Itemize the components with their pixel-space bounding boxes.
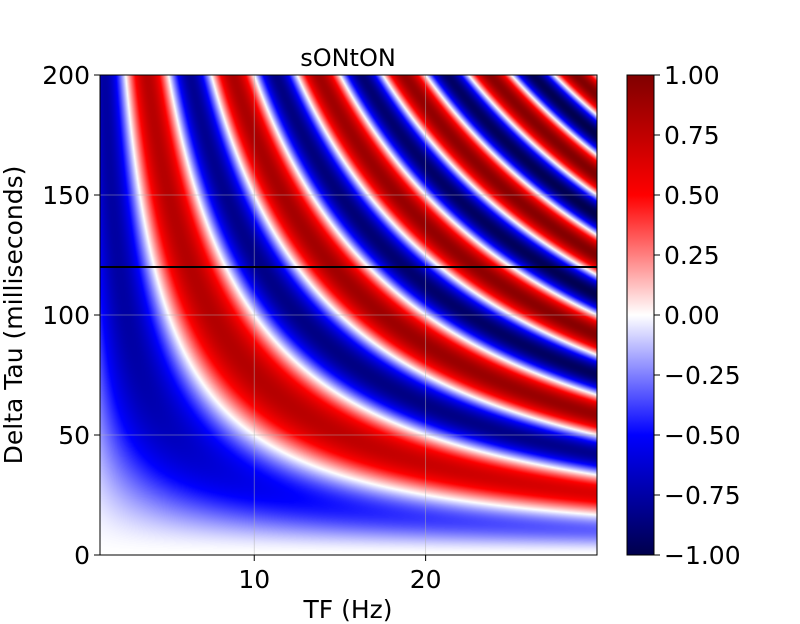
colorbar-tick-label: −1.00 [664, 541, 741, 570]
colorbar-tick-label: −0.25 [664, 361, 741, 390]
x-axis-label: TF (Hz) [302, 595, 392, 624]
y-tick-label: 100 [42, 301, 90, 330]
colorbar-tick-label: 0.50 [664, 181, 720, 210]
x-tick-label: 20 [410, 565, 442, 594]
colorbar-tick-label: 1.00 [664, 61, 720, 90]
x-axis: 10 20 [238, 555, 442, 594]
y-tick-label: 200 [42, 61, 90, 90]
colorbar-tick-label: −0.75 [664, 481, 741, 510]
colorbar-ticks: 1.00 0.75 0.50 0.25 0.00 −0.25 −0.50 −0.75 −1.00 [654, 61, 741, 570]
colorbar-tick-label: 0.00 [664, 301, 720, 330]
x-tick-label: 10 [238, 565, 270, 594]
colorbar: 1.00 0.75 0.50 0.25 0.00 −0.25 −0.50 −0.75 −1.00 [626, 61, 741, 570]
y-tick-label: 0 [74, 541, 90, 570]
chart-title: sONtON [300, 44, 396, 72]
y-tick-label: 50 [58, 421, 90, 450]
colorbar-scale [626, 74, 655, 556]
y-axis-label: Delta Tau (milliseconds) [0, 166, 28, 465]
y-axis: 0 50 100 150 200 [42, 61, 100, 570]
colorbar-tick-label: −0.50 [664, 421, 741, 450]
colorbar-tick-label: 0.75 [664, 121, 720, 150]
colorbar-tick-label: 0.25 [664, 241, 720, 270]
y-tick-label: 150 [42, 181, 90, 210]
